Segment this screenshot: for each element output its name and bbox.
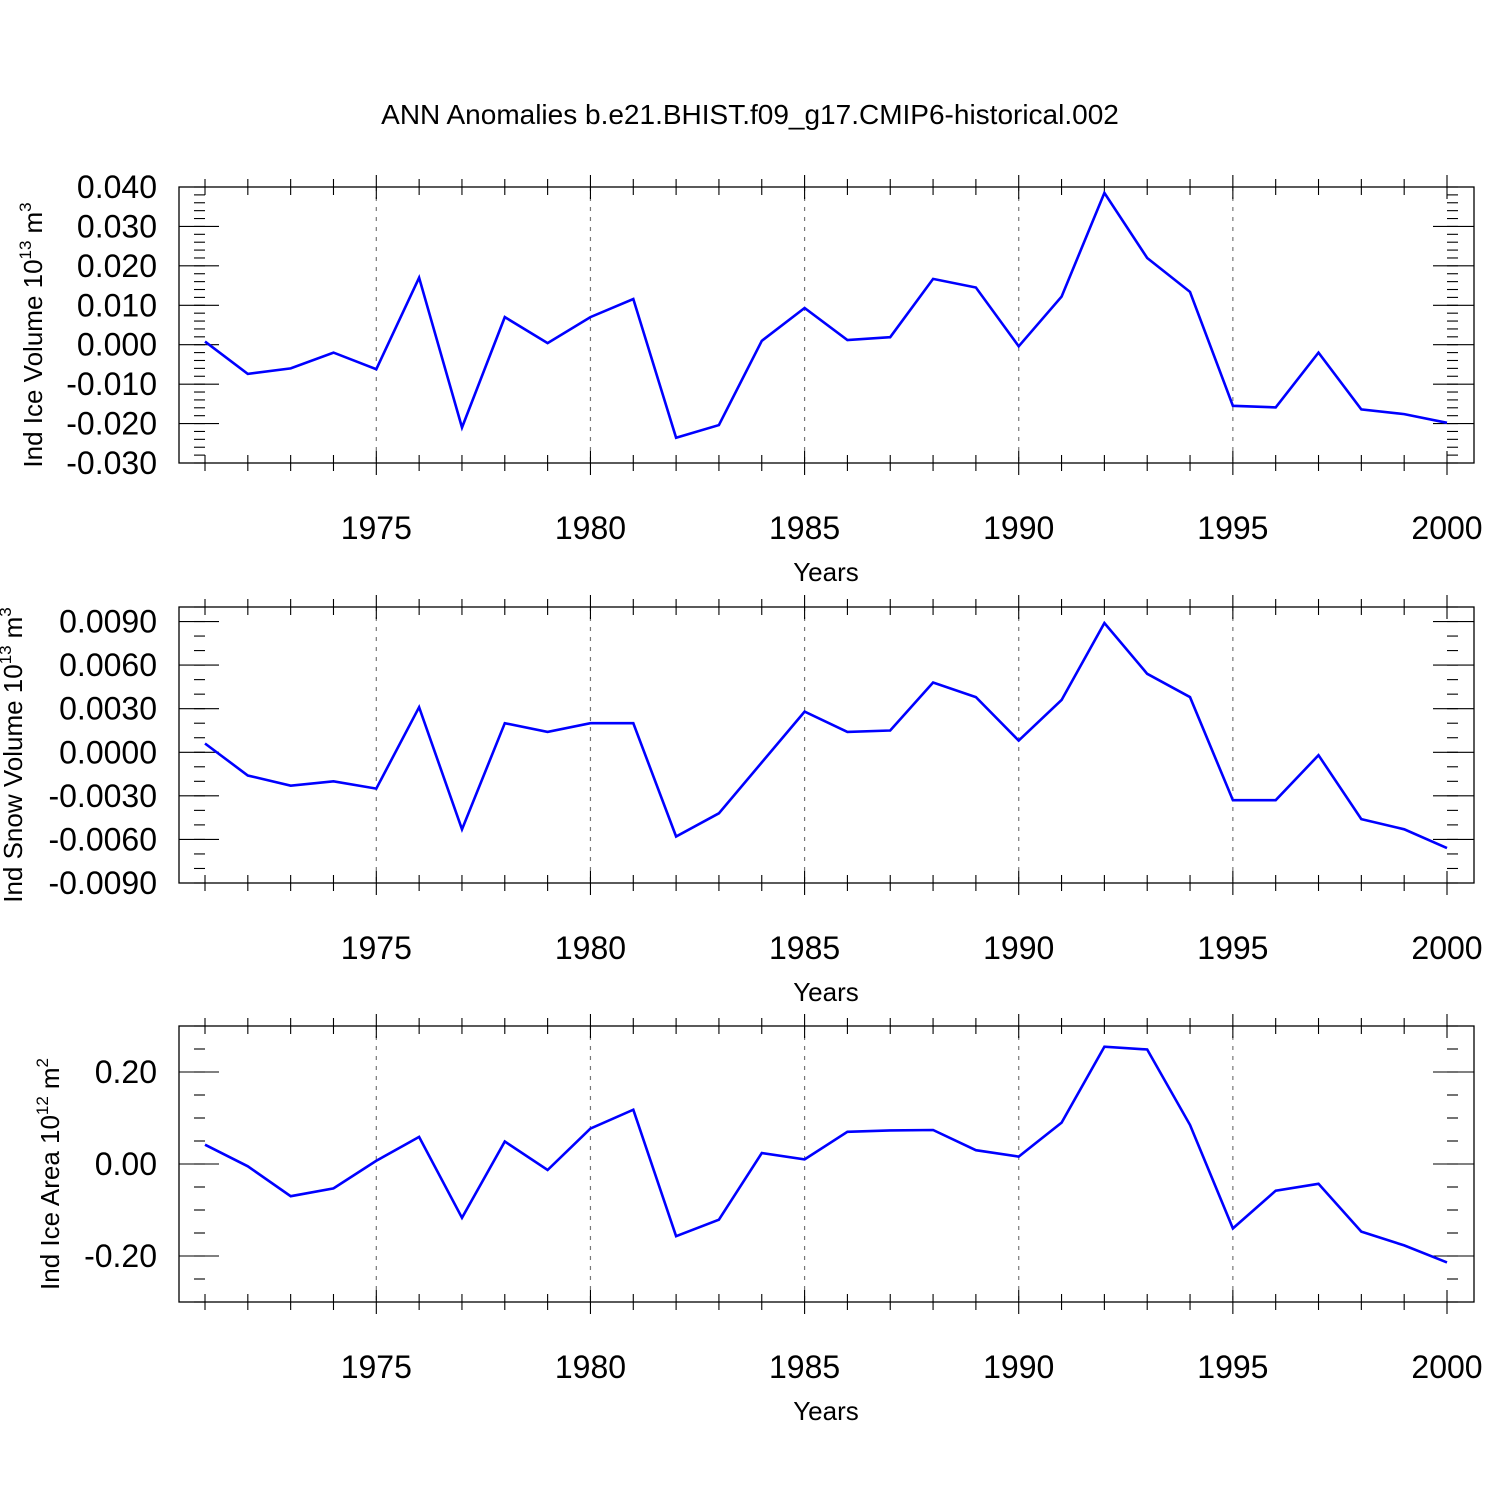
y-tick-label: 0.0000 [59,734,157,770]
x-axis-label: Years [793,977,859,1007]
plot-frame [178,1025,1475,1303]
y-tick-label: -0.0060 [48,821,157,857]
y-axis-label: Ind Ice Volume 1013 m3 [16,202,48,467]
y-axis-label-unit: m [0,617,28,639]
y-axis-label-unit-exponent: 2 [33,1058,52,1067]
y-tick-labels: -0.0090 -0.0060 -0.0030 0.0000 0.0030 0.0060 0… [48,604,157,901]
x-tick-labels: 1975 1980 1985 1990 1995 2000 [341,1349,1483,1385]
vertical-grid [375,607,1234,883]
y-tick-label: 0.030 [77,208,157,244]
ice-area-series-line [204,1045,1448,1264]
x-tick-labels: 1975 1980 1985 1990 1995 2000 [341,510,1483,546]
y-tick-label: 0.0030 [59,691,157,727]
x-tick-label: 1980 [555,1349,626,1385]
y-axis-label-exponent: 13 [0,645,15,664]
x-tick-label: 1985 [769,930,840,966]
axis-ticks [179,595,1474,895]
ice-volume-series-line [204,190,1448,440]
y-tick-label: 0.000 [77,327,157,363]
x-tick-labels: 1975 1980 1985 1990 1995 2000 [341,930,1483,966]
x-tick-label: 1985 [769,510,840,546]
y-tick-labels: -0.20 0.00 0.20 [84,1054,157,1274]
plot-frame [178,186,1475,464]
axis-ticks [179,1014,1474,1314]
x-tick-label: 1990 [983,1349,1054,1385]
snow-volume-series-line [204,620,1448,850]
x-tick-label: 1980 [555,510,626,546]
y-axis-label-exponent: 12 [33,1096,52,1115]
x-tick-label: 1995 [1197,510,1268,546]
x-tick-label: 2000 [1411,1349,1482,1385]
x-tick-label: 2000 [1411,510,1482,546]
y-tick-label: 0.040 [77,169,157,205]
x-tick-label: 1990 [983,510,1054,546]
y-axis-label: Ind Ice Area 1012 m2 [33,1058,65,1290]
y-tick-label: -0.010 [66,366,157,402]
plot-frame [178,606,1475,884]
y-tick-label: -0.030 [66,445,157,481]
x-tick-label: 1975 [341,1349,412,1385]
y-axis-label-unit: m [35,1067,65,1089]
ice-area-panel: -0.20 0.00 0.20 1975 1980 1985 1990 1995 2000 Y… [33,1014,1483,1426]
y-axis-label-unit-exponent: 3 [16,202,35,211]
y-tick-label: 0.020 [77,248,157,284]
y-axis-label: Ind Snow Volume 1013 m3 [0,607,28,903]
y-tick-label: 0.0060 [59,647,157,683]
y-tick-label: -0.20 [84,1238,157,1274]
y-tick-label: 0.010 [77,287,157,323]
y-tick-label: -0.0030 [48,778,157,814]
vertical-grid [375,187,1234,463]
figure-title: ANN Anomalies b.e21.BHIST.f09_g17.CMIP6-… [381,99,1119,130]
x-tick-label: 1975 [341,510,412,546]
y-tick-label: -0.0090 [48,865,157,901]
y-axis-label-text: Ind Snow Volume 10 [0,664,28,903]
y-tick-label: -0.020 [66,406,157,442]
x-axis-label: Years [793,1396,859,1426]
y-axis-label-unit: m [18,212,48,234]
x-tick-label: 1995 [1197,930,1268,966]
y-axis-label-exponent: 13 [16,241,35,260]
x-axis-label: Years [793,557,859,587]
y-tick-label: 0.00 [95,1146,157,1182]
y-tick-label: 0.0090 [59,604,157,640]
vertical-grid [375,1026,1234,1302]
x-tick-label: 1985 [769,1349,840,1385]
y-axis-label-text: Ind Ice Volume 10 [18,259,48,467]
x-tick-label: 1975 [341,930,412,966]
x-tick-label: 1980 [555,930,626,966]
y-tick-label: 0.20 [95,1054,157,1090]
x-tick-label: 1995 [1197,1349,1268,1385]
x-tick-label: 2000 [1411,930,1482,966]
y-axis-label-unit-exponent: 3 [0,607,15,616]
snow-volume-panel: -0.0090 -0.0060 -0.0030 0.0000 0.0030 0.0060 0… [0,595,1483,1007]
y-axis-label-text: Ind Ice Area 10 [35,1115,65,1290]
x-tick-label: 1990 [983,930,1054,966]
